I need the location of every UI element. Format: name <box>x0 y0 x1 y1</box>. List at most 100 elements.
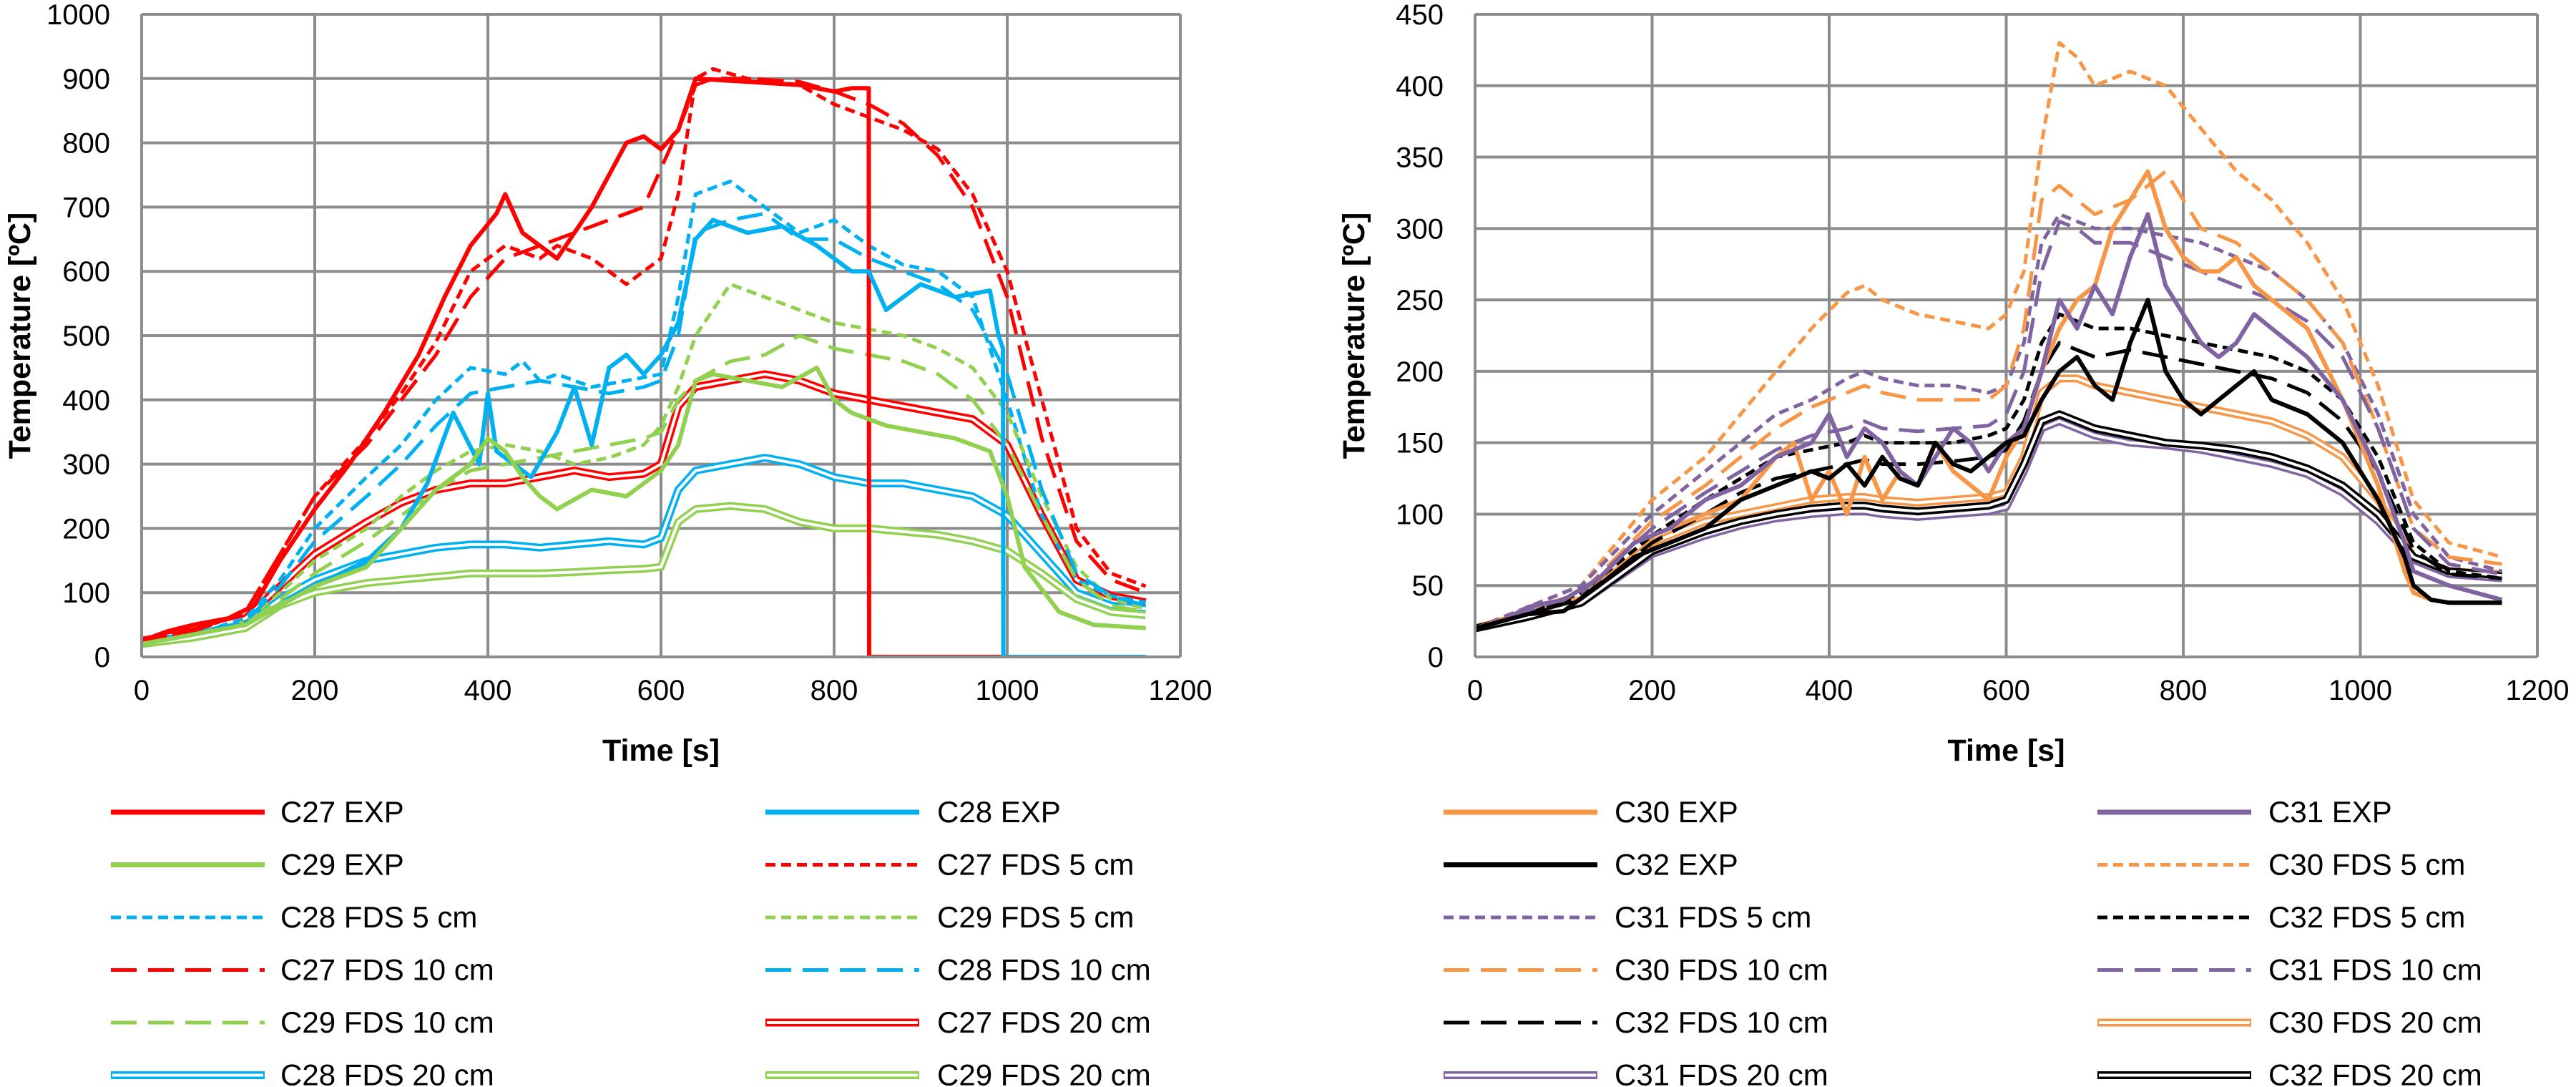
legend-label: C32 EXP <box>1615 848 1738 882</box>
legend-label: C28 FDS 5 cm <box>280 900 477 934</box>
y-tick-label: 50 <box>1412 570 1444 602</box>
chart-1: 0 100 200 300 400 500 600 700 800 900 1000 0 200 400 6… <box>3 0 1212 1087</box>
series-c29-exp-line <box>142 365 1146 646</box>
y-tick-label: 600 <box>62 256 110 288</box>
x-tick-label: 200 <box>1628 675 1676 706</box>
legend-label: C29 FDS 5 cm <box>937 900 1134 934</box>
legend-label: C27 EXP <box>280 795 404 829</box>
legend-label: C32 FDS 10 cm <box>1615 1005 1828 1039</box>
chart-2: 0 50 100 150 200 250 300 350 400 450 0 200 400 600 800… <box>1337 0 2569 1087</box>
series-c29-fds-10-cm-line <box>142 333 1147 646</box>
x-axis-title: Time [s] <box>602 733 720 768</box>
y-tick-label: 100 <box>62 577 110 609</box>
y-tick-label: 200 <box>62 513 110 545</box>
legend-label: C29 EXP <box>280 848 404 882</box>
legend-label: C32 FDS 5 cm <box>2268 900 2465 934</box>
legend-label: C30 FDS 10 cm <box>1615 953 1828 987</box>
y-tick-label: 800 <box>62 128 110 160</box>
series-lines <box>1475 41 2503 633</box>
legend-label: C28 FDS 10 cm <box>937 953 1151 987</box>
y-axis-title: Temperature [ºC] <box>1337 213 1371 459</box>
y-tick-label: 250 <box>1396 285 1444 316</box>
series-c27-exp-line <box>142 76 1017 657</box>
legend-item-c28-exp: C28 EXP <box>765 795 1061 829</box>
y-tick-label: 1000 <box>46 0 110 31</box>
series-c28-exp-line <box>142 218 1146 657</box>
legend-label: C27 FDS 20 cm <box>937 1005 1151 1039</box>
legend-item-c27-exp: C27 EXP <box>111 795 404 829</box>
legend-item-c30-fds-20-cm: C30 FDS 20 cm <box>2097 1005 2482 1039</box>
y-tick-label: 900 <box>62 64 110 95</box>
series-c31-fds-10-cm-line <box>1475 219 2502 630</box>
legend-item-c28-fds-10-cm: C28 FDS 10 cm <box>765 953 1151 987</box>
legend-item-c27-fds-5-cm: C27 FDS 5 cm <box>765 848 1134 882</box>
y-tick-label: 350 <box>1396 142 1444 174</box>
series-c32-fds-20-cm-line-core <box>1475 412 2502 630</box>
legend-label: C31 FDS 10 cm <box>2268 953 2482 987</box>
legend-label: C31 EXP <box>2268 795 2392 829</box>
series-lines <box>142 67 1147 657</box>
legend-item-c28-fds-5-cm: C28 FDS 5 cm <box>111 900 477 934</box>
x-tick-label: 1000 <box>2328 675 2392 706</box>
series-c27-fds-10-cm-line <box>142 77 1147 643</box>
legend-label: C31 FDS 5 cm <box>1615 900 1811 934</box>
x-tick-label: 0 <box>1467 675 1483 706</box>
y-tick-label: 150 <box>1396 428 1444 459</box>
x-tick-label: 400 <box>464 675 512 706</box>
series-c30-fds-5-cm-line <box>1475 41 2503 630</box>
series-c31-fds-5-cm-line <box>1475 212 2503 630</box>
y-tick-label: 200 <box>1396 356 1444 388</box>
legend-label: C32 FDS 20 cm <box>2268 1058 2482 1087</box>
legend-label: C30 FDS 20 cm <box>2268 1005 2482 1039</box>
legend-item-c30-fds-10-cm: C30 FDS 10 cm <box>1444 953 1828 987</box>
series-c28-fds-10-cm-line <box>142 211 1147 646</box>
y-tick-label: 0 <box>1428 642 1444 673</box>
x-axis-title: Time [s] <box>1947 733 2065 768</box>
legend-item-c30-exp: C30 EXP <box>1444 795 1738 829</box>
y-tick-label: 0 <box>94 642 110 673</box>
series-c28-fds-5-cm-line <box>142 180 1147 646</box>
legend-label: C29 FDS 10 cm <box>280 1005 494 1039</box>
legend-item-c27-fds-20-cm: C27 FDS 20 cm <box>765 1005 1151 1039</box>
legend-item-c31-fds-20-cm: C31 FDS 20 cm <box>1444 1058 1828 1087</box>
x-tick-label: 1200 <box>1149 675 1213 706</box>
x-tick-label: 1200 <box>2506 675 2570 706</box>
y-tick-label: 300 <box>62 449 110 481</box>
series-c30-exp-line <box>1475 169 2502 630</box>
legend-item-c32-fds-5-cm: C32 FDS 5 cm <box>2097 900 2465 934</box>
legend-item-c29-fds-20-cm: C29 FDS 20 cm <box>765 1058 1151 1087</box>
series-c32-fds-20-cm-line <box>1475 410 2502 633</box>
legend-item-c32-fds-20-cm: C32 FDS 20 cm <box>2097 1058 2482 1087</box>
x-tick-label: 800 <box>810 675 858 706</box>
legend-item-c31-fds-5-cm: C31 FDS 5 cm <box>1444 900 1811 934</box>
series-c32-exp-line <box>1475 298 2502 630</box>
x-tick-label: 200 <box>291 675 339 706</box>
series-c29-fds-20-cm-line-core <box>142 504 1146 645</box>
y-tick-label: 400 <box>1396 71 1444 102</box>
legend-item-c32-exp: C32 EXP <box>1444 848 1738 882</box>
x-tick-label: 1000 <box>976 675 1039 706</box>
y-tick-label: 100 <box>1396 499 1444 530</box>
legend-label: C31 FDS 20 cm <box>1615 1058 1828 1087</box>
legend-label: C27 FDS 10 cm <box>280 953 494 987</box>
x-tick-label: 600 <box>1982 675 2030 706</box>
x-tick-label: 800 <box>2160 675 2208 706</box>
legend-item-c29-fds-10-cm: C29 FDS 10 cm <box>111 1005 494 1039</box>
legend-label: C30 FDS 5 cm <box>2268 848 2465 882</box>
x-tick-label: 0 <box>134 675 150 706</box>
y-tick-label: 500 <box>62 321 110 352</box>
y-tick-label: 450 <box>1396 0 1444 31</box>
legend-item-c32-fds-10-cm: C32 FDS 10 cm <box>1444 1005 1828 1039</box>
legend-item-c31-fds-10-cm: C31 FDS 10 cm <box>2097 953 2482 987</box>
series-c31-exp-line <box>1475 212 2503 630</box>
y-tick-label: 700 <box>62 192 110 223</box>
legend-item-c29-exp: C29 EXP <box>111 848 404 882</box>
y-tick-label: 300 <box>1396 213 1444 245</box>
legend-item-c30-fds-5-cm: C30 FDS 5 cm <box>2097 848 2465 882</box>
legend-item-c27-fds-10-cm: C27 FDS 10 cm <box>111 953 494 987</box>
legend-label: C30 EXP <box>1615 795 1738 829</box>
legend-item-c31-exp: C31 EXP <box>2097 795 2392 829</box>
x-tick-label: 600 <box>637 675 685 706</box>
legend-label: C29 FDS 20 cm <box>937 1058 1151 1087</box>
